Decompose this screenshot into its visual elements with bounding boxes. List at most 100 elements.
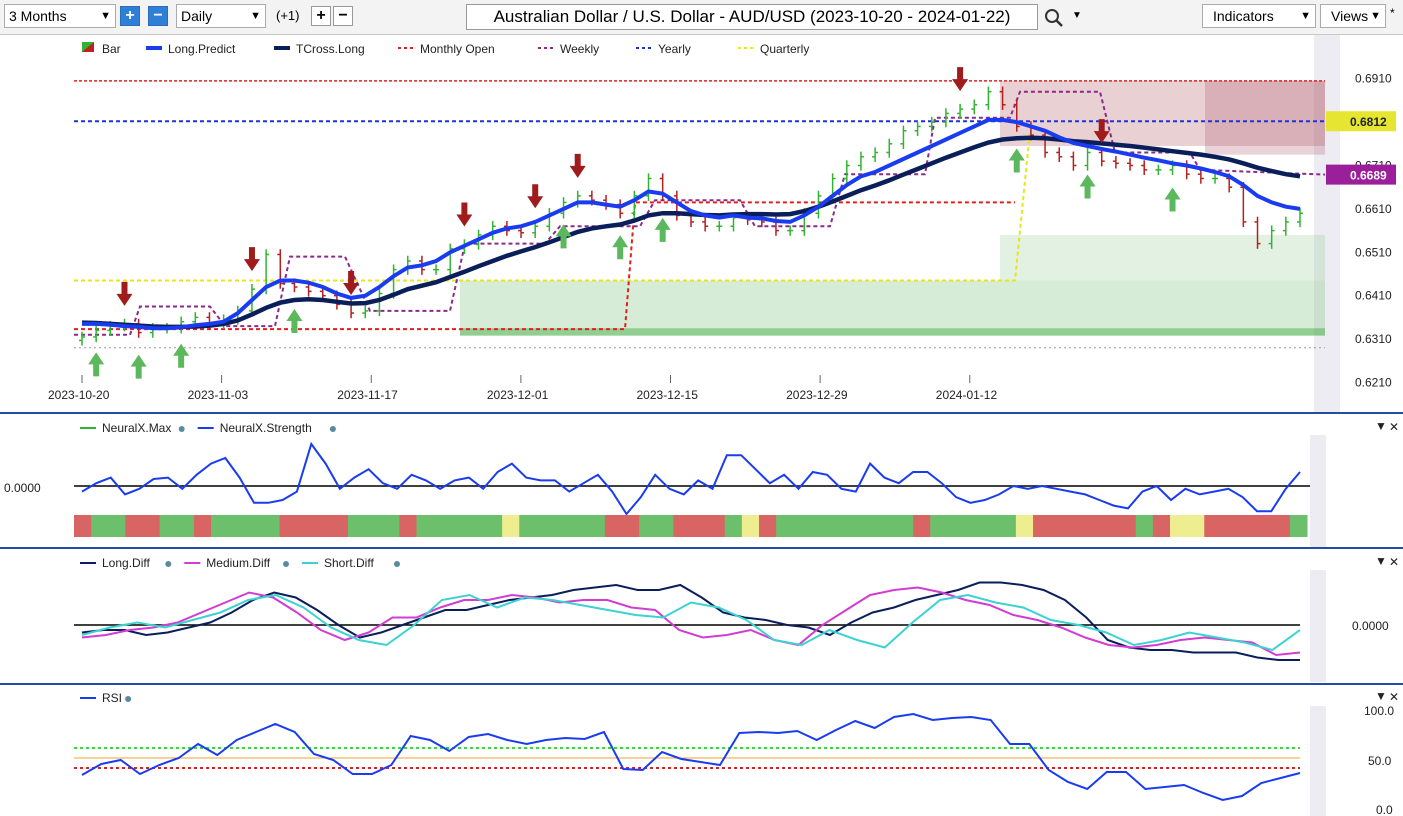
neuralx-state-cell [279, 515, 298, 537]
neuralx-state-cell [741, 515, 760, 537]
price-tick-label: 0.6310 [1355, 332, 1392, 346]
up-arrow-icon [1008, 148, 1025, 173]
up-arrow-icon [286, 309, 303, 334]
chevron-down-icon: ▼ [1300, 10, 1311, 22]
neuralx-state-cell [313, 515, 332, 537]
weekly-line [74, 90, 1326, 336]
chart-area: Bar Long.Predict TCross.Long Monthly Open We… [0, 35, 1403, 816]
period-select[interactable]: 3 Months ▼ [4, 4, 116, 28]
legend-label: RSI [102, 691, 122, 705]
neuralx-state-cell [570, 515, 589, 537]
neuralx-state-cell [1067, 515, 1085, 537]
date-tick-label: 2024-01-12 [936, 388, 998, 402]
zoom-out-button[interactable]: − [148, 6, 168, 26]
collapse-icon[interactable]: ▼ [1375, 419, 1387, 433]
neuralx-state-cell [947, 515, 965, 537]
neuralx-state-cell [810, 515, 828, 537]
legend-label: Weekly [560, 42, 599, 56]
up-arrow-icon [654, 217, 671, 242]
legend-dot-icon [394, 561, 400, 567]
neuralx-state-cell [228, 515, 246, 537]
neuralx-state-cell [416, 515, 435, 537]
date-tick-label: 2023-10-20 [48, 388, 110, 402]
collapse-icon[interactable]: ▼ [1375, 689, 1387, 703]
legend-label: Monthly Open [420, 42, 495, 56]
neuralx-strength-line [81, 441, 1301, 516]
support-zone-dark [460, 328, 1325, 336]
neuralx-state-cell [639, 515, 657, 537]
weekly-price-badge [1326, 164, 1396, 185]
neuralx-state-cell [519, 515, 537, 537]
neuralx-state-cell [690, 515, 709, 537]
rsi-rightpad [1310, 706, 1326, 816]
neuralx-state-cell [125, 515, 143, 537]
neuralx-state-cell [553, 515, 572, 537]
legend-label: Short.Diff [324, 556, 374, 570]
neuralx-state-cell [1118, 515, 1137, 537]
close-icon[interactable]: ✕ [1389, 555, 1399, 569]
neuralx-state-cell [724, 515, 743, 537]
offset-plus-button[interactable]: + [311, 6, 331, 26]
down-arrow-icon [527, 184, 544, 209]
down-arrow-icon [569, 153, 586, 178]
rsi-line [81, 712, 1301, 802]
rsi-tick-100: 100.0 [1364, 704, 1394, 718]
search-icon[interactable] [1044, 8, 1066, 28]
up-arrow-icon [555, 224, 572, 249]
legend-label: Quarterly [760, 42, 809, 56]
legend-label: Bar [102, 42, 121, 56]
neuralx-state-cell [1255, 515, 1274, 537]
down-arrow-icon [243, 247, 260, 272]
neuralx-state-cell [604, 515, 623, 537]
neuralx-state-cell [587, 515, 606, 537]
up-arrow-icon [88, 352, 105, 377]
long-predict-line [82, 117, 1301, 331]
neuralx-state-cell [861, 515, 880, 537]
neuralx-state-cell [536, 515, 554, 537]
neuralx-state-cell [296, 515, 315, 537]
symbol-title[interactable]: Australian Dollar / U.S. Dollar - AUD/US… [466, 4, 1038, 30]
neuralx-state-cell [896, 515, 914, 537]
views-label: Views [1331, 8, 1369, 24]
neuralx-state-cell [211, 515, 229, 537]
offset-minus-button[interactable]: − [333, 6, 353, 26]
neuralx-state-cell [964, 515, 983, 537]
legend-dot-icon [165, 561, 172, 567]
legend-dot-icon [329, 426, 336, 432]
neuralx-state-cell [399, 515, 417, 537]
indicators-menu[interactable]: Indicators ▼ [1202, 4, 1316, 28]
price-zones [460, 80, 1325, 336]
neuralx-state-cell [467, 515, 486, 537]
neuralx-state-cell [176, 515, 195, 537]
neuralx-panel: NeuralX.Max NeuralX.Strength ▼ ✕ 0.0000 [0, 419, 1403, 549]
zoom-in-button[interactable]: + [120, 6, 140, 26]
neuralx-state-cell [913, 515, 931, 537]
legend-dot-icon [178, 426, 185, 432]
collapse-icon[interactable]: ▼ [1375, 554, 1387, 568]
neuralx-state-cell [1289, 515, 1308, 537]
legend-label: NeuralX.Max [102, 421, 171, 435]
neuralx-state-cell [1033, 515, 1051, 537]
interval-select[interactable]: Daily ▼ [176, 4, 266, 28]
rsi-legend: RSI [80, 691, 132, 705]
bar-icon-half [82, 42, 94, 52]
pin-icon[interactable]: * [1390, 6, 1395, 20]
close-icon[interactable]: ✕ [1389, 420, 1399, 434]
neuralx-rightpad [1310, 435, 1326, 547]
neuralx-state-cell [330, 515, 349, 537]
neuralx-state-cell [1101, 515, 1120, 537]
price-badges: 0.6812 0.6689 [1326, 111, 1396, 185]
neuralx-state-cell [1204, 515, 1222, 537]
neuralx-state-cell [656, 515, 674, 537]
short-diff-line [81, 593, 1301, 652]
close-icon[interactable]: ✕ [1389, 690, 1399, 704]
diff-panel: Long.Diff Medium.Diff Short.Diff ▼ ✕ 0.000… [0, 554, 1403, 685]
legend-label: TCross.Long [296, 42, 365, 56]
neuralx-state-cell [1170, 515, 1188, 537]
search-dropdown-icon[interactable]: ▼ [1072, 10, 1082, 21]
neuralx-state-cell [348, 515, 366, 537]
neuralx-state-cell [622, 515, 640, 537]
yearly-price-badge-text: 0.6812 [1350, 115, 1387, 129]
views-menu[interactable]: Views ▼ [1320, 4, 1386, 28]
neuralx-state-cell [707, 515, 726, 537]
